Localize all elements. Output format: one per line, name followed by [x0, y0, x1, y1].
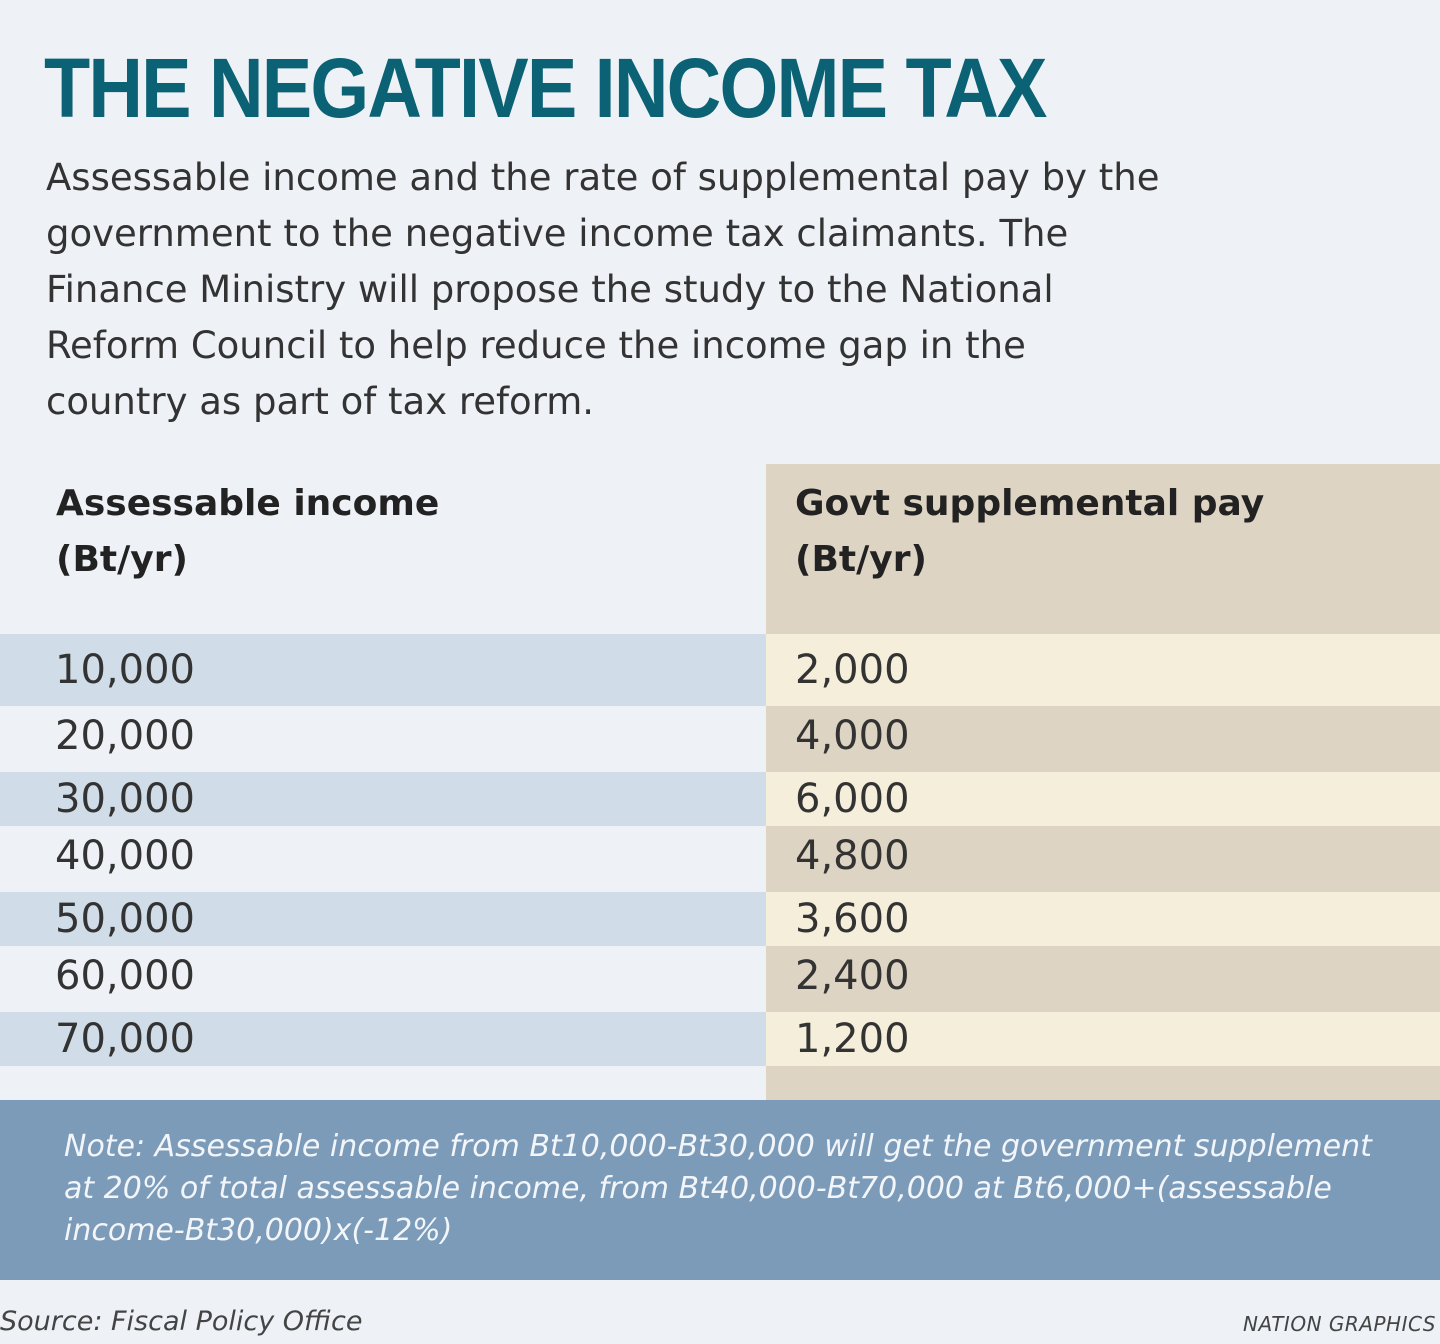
table-row: 50,000 3,600: [0, 892, 1440, 946]
column-header-supplement-line1: Govt supplemental pay: [795, 483, 1265, 524]
table-row: 20,000 4,000: [0, 706, 1440, 766]
income-value: 30,000: [55, 776, 195, 822]
credit-text: NATION GRAPHICS: [1243, 1312, 1436, 1336]
table-row: 10,000 2,000: [0, 634, 1440, 706]
income-value: 10,000: [55, 647, 195, 693]
supplement-cell: 4,000: [766, 706, 1440, 766]
income-value: 70,000: [55, 1016, 195, 1062]
supplement-cell: 2,400: [766, 946, 1440, 1006]
supplement-value: 6,000: [795, 776, 910, 822]
income-value: 40,000: [55, 833, 195, 879]
income-cell: 60,000: [0, 946, 766, 1006]
supplement-value: 3,600: [795, 896, 910, 942]
page-title: THE NEGATIVE INCOME TAX: [44, 41, 1047, 135]
income-value: 60,000: [55, 953, 195, 999]
source-text: Source: Fiscal Policy Office: [0, 1306, 363, 1337]
table-row: 40,000 4,800: [0, 826, 1440, 886]
column-header-supplement-line2: (Bt/yr): [795, 539, 927, 580]
supplement-value: 2,400: [795, 953, 910, 999]
column-header-income-line2: (Bt/yr): [56, 539, 188, 580]
income-cell: 40,000: [0, 826, 766, 886]
supplement-cell: 1,200: [766, 1012, 1440, 1066]
supplement-cell: 6,000: [766, 772, 1440, 826]
supplement-cell: 4,800: [766, 826, 1440, 886]
income-cell: 50,000: [0, 892, 766, 946]
income-value: 20,000: [55, 713, 195, 759]
column-header-supplement: Govt supplemental pay (Bt/yr): [795, 476, 1264, 588]
data-table: Assessable income (Bt/yr) Govt supplemen…: [0, 464, 1440, 1100]
supplement-value: 2,000: [795, 647, 910, 693]
income-value: 50,000: [55, 896, 195, 942]
income-cell: 20,000: [0, 706, 766, 766]
supplement-value: 4,800: [795, 833, 910, 879]
table-row: 70,000 1,200: [0, 1012, 1440, 1066]
income-cell: 70,000: [0, 1012, 766, 1066]
subtitle: Assessable income and the rate of supple…: [46, 156, 1160, 423]
income-cell: 30,000: [0, 772, 766, 826]
supplement-cell: 3,600: [766, 892, 1440, 946]
supplement-value: 1,200: [795, 1016, 910, 1062]
table-row: 60,000 2,400: [0, 946, 1440, 1006]
income-cell: 10,000: [0, 634, 766, 706]
table-row: 30,000 6,000: [0, 772, 1440, 826]
note-text: Note: Assessable income from Bt10,000-Bt…: [64, 1129, 1372, 1248]
supplement-value: 4,000: [795, 713, 910, 759]
supplement-cell: 2,000: [766, 634, 1440, 706]
column-header-income: Assessable income (Bt/yr): [56, 476, 439, 588]
header: THE NEGATIVE INCOME TAX Assessable incom…: [0, 0, 1440, 464]
note-box: [0, 1100, 1440, 1280]
column-header-income-line1: Assessable income: [56, 483, 440, 524]
